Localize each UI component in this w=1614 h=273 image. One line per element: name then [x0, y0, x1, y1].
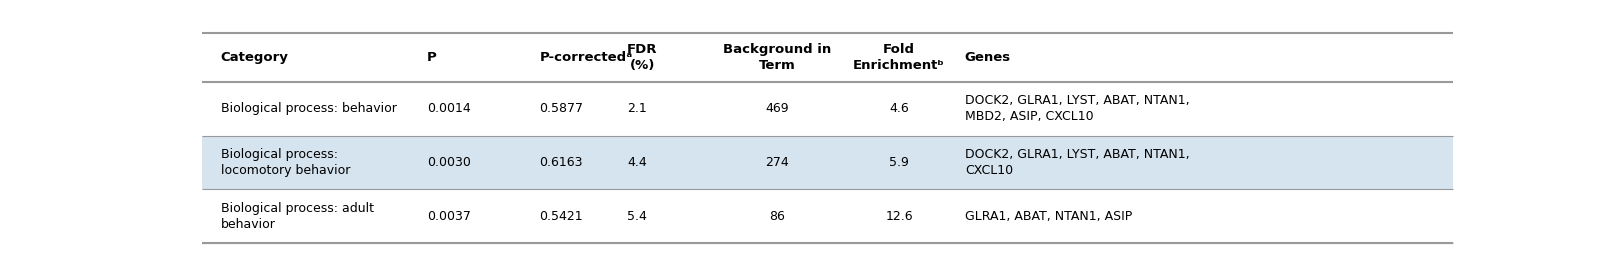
Text: 5.9: 5.9	[889, 156, 909, 169]
Text: Biological process:
locomotory behavior: Biological process: locomotory behavior	[221, 148, 350, 177]
Text: 4.6: 4.6	[889, 102, 909, 115]
Text: 0.0037: 0.0037	[426, 210, 471, 223]
Text: FDR
(%): FDR (%)	[628, 43, 657, 72]
Text: 2.1: 2.1	[628, 102, 647, 115]
Text: 0.5421: 0.5421	[539, 210, 583, 223]
Text: 5.4: 5.4	[628, 210, 647, 223]
Text: 0.0030: 0.0030	[426, 156, 471, 169]
Text: Background in
Term: Background in Term	[723, 43, 831, 72]
Text: P: P	[426, 51, 437, 64]
Text: Biological process: adult
behavior: Biological process: adult behavior	[221, 202, 373, 231]
Text: GLRA1, ABAT, NTAN1, ASIP: GLRA1, ABAT, NTAN1, ASIP	[965, 210, 1131, 223]
Text: Biological process: behavior: Biological process: behavior	[221, 102, 397, 115]
Text: 274: 274	[765, 156, 789, 169]
Bar	[202, 33, 1453, 82]
Text: Genes: Genes	[965, 51, 1010, 64]
Bar	[202, 82, 1453, 136]
Text: DOCK2, GLRA1, LYST, ABAT, NTAN1,
CXCL10: DOCK2, GLRA1, LYST, ABAT, NTAN1, CXCL10	[965, 148, 1190, 177]
Text: 4.4: 4.4	[628, 156, 647, 169]
Text: DOCK2, GLRA1, LYST, ABAT, NTAN1,
MBD2, ASIP, CXCL10: DOCK2, GLRA1, LYST, ABAT, NTAN1, MBD2, A…	[965, 94, 1190, 123]
Text: Category: Category	[221, 51, 289, 64]
Text: 12.6: 12.6	[886, 210, 914, 223]
Text: P-correctedᵃ: P-correctedᵃ	[539, 51, 633, 64]
Text: 86: 86	[770, 210, 784, 223]
Text: 0.5877: 0.5877	[539, 102, 584, 115]
Bar	[202, 136, 1453, 189]
Text: Fold
Enrichmentᵇ: Fold Enrichmentᵇ	[854, 43, 944, 72]
Text: 469: 469	[765, 102, 789, 115]
Text: 0.6163: 0.6163	[539, 156, 583, 169]
Text: 0.0014: 0.0014	[426, 102, 471, 115]
Bar	[202, 189, 1453, 243]
